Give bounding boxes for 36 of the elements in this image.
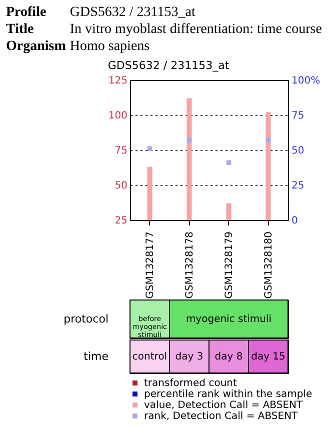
- y2-tick-label: 100%: [292, 76, 320, 86]
- y2-tick-label: 75: [292, 110, 304, 122]
- point: [147, 146, 152, 151]
- y-tick-label: 125: [108, 76, 128, 86]
- text: control: [132, 352, 168, 362]
- text: In vitro myoblast differentiation: time course: [70, 21, 323, 38]
- point: [266, 138, 271, 143]
- text: GDS5632 / 231153_at: [70, 4, 196, 21]
- y-tick-label: 100: [108, 110, 128, 122]
- text: Profile: [6, 4, 48, 21]
- text: myogenic stimuli: [186, 314, 272, 325]
- x-tick-label: GSM1328179: [224, 232, 235, 299]
- text: day 15: [251, 352, 286, 362]
- text: Homo sapiens: [70, 38, 151, 55]
- x-tick-label: GSM1328180: [263, 232, 274, 299]
- y-tick-label: 25: [114, 216, 128, 226]
- text: protocol: [64, 312, 108, 326]
- text: Title: [6, 21, 35, 38]
- legend-label: rank, Detection Call = ABSENT: [144, 411, 299, 422]
- text: time: [84, 350, 109, 363]
- y2-tick-label: 0: [292, 216, 298, 226]
- y-tick-label: 50: [114, 180, 128, 192]
- point: [186, 138, 192, 143]
- legend-label: value, Detection Call = ABSENT: [144, 400, 304, 411]
- point: [226, 160, 232, 165]
- y-tick-label: 75: [114, 146, 128, 156]
- text: Organism: [6, 38, 67, 55]
- legend-label: transformed count: [144, 378, 237, 389]
- text: day 3: [175, 352, 204, 362]
- y2-tick-label: 50: [292, 146, 304, 156]
- y2-tick-label: 25: [292, 180, 304, 192]
- x-tick-label: GSM1328177: [144, 232, 156, 299]
- legend-label: percentile rank within the sample: [144, 389, 312, 400]
- text: day 8: [214, 352, 243, 362]
- chart-title: GDS5632 / 231153_at: [108, 59, 230, 72]
- x-tick-label: GSM1328178: [184, 232, 196, 299]
